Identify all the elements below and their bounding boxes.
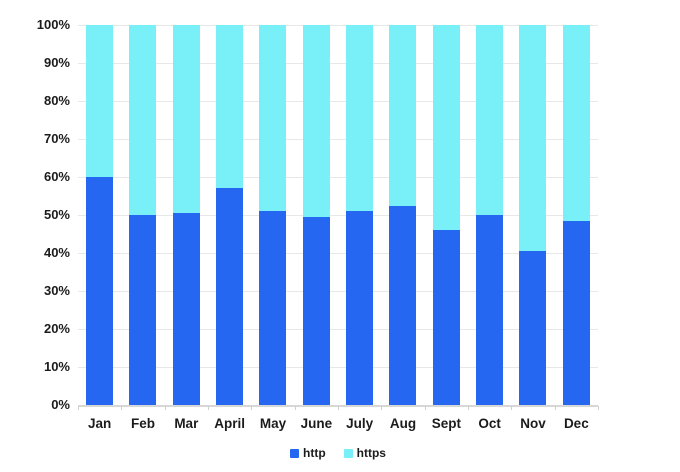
- x-axis-tick: [381, 406, 383, 410]
- x-axis-tick: [121, 406, 123, 410]
- x-axis-tick: [511, 406, 513, 410]
- x-tick-label-oct: Oct: [478, 416, 501, 431]
- gridline-20: [78, 329, 598, 330]
- bar-slot-aug: [381, 25, 424, 405]
- x-tick-label-june: June: [300, 416, 333, 431]
- y-tick-label-30: 30%: [43, 283, 70, 298]
- bar-slot-nov: [511, 25, 554, 405]
- x-tick-label-may: May: [259, 416, 287, 431]
- gridline-70: [78, 139, 598, 140]
- legend-swatch-http: [290, 448, 299, 458]
- bar-slot-june: [295, 25, 338, 405]
- gridline-80: [78, 101, 598, 102]
- bar-https-mar: [172, 25, 200, 405]
- x-tick-label-july: July: [346, 416, 374, 431]
- bar-https-july: [346, 25, 374, 405]
- bar-https-aug: [389, 25, 417, 405]
- bar-https-june: [302, 25, 330, 405]
- x-tick-label-jan: Jan: [88, 416, 112, 431]
- bar-http-sept: [432, 230, 460, 405]
- x-axis-tick: [424, 406, 426, 410]
- bar-slot-jan: [78, 25, 121, 405]
- x-axis-tick: [208, 406, 209, 410]
- bar-http-dec: [562, 220, 590, 405]
- x-axis-tick: [468, 406, 469, 410]
- legend-item-https: https: [343, 446, 386, 460]
- plot-area: [78, 25, 598, 407]
- bar-http-nov: [519, 251, 547, 405]
- bar-https-jan: [86, 25, 114, 405]
- gridline-100: [78, 25, 598, 26]
- bar-https-feb: [129, 25, 157, 405]
- gridline-40: [78, 253, 598, 254]
- bar-slot-sept: [425, 25, 468, 405]
- y-tick-label-60: 60%: [43, 169, 70, 184]
- bar-https-sept: [432, 25, 460, 405]
- bar-slot-mar: [165, 25, 208, 405]
- x-axis-tick: [294, 406, 296, 410]
- gridline-10: [78, 367, 598, 368]
- x-tick-label-april: April: [214, 416, 246, 431]
- y-tick-label-100: 100%: [36, 17, 70, 32]
- gridline-60: [78, 177, 598, 178]
- y-tick-label-40: 40%: [43, 245, 70, 260]
- legend-swatch-https: [343, 448, 353, 458]
- bar-http-may: [259, 211, 287, 405]
- y-tick-label-20: 20%: [43, 321, 70, 336]
- x-tick-label-sept: Sept: [431, 416, 461, 431]
- x-axis-tick: [164, 406, 166, 410]
- y-tick-label-0: 0%: [51, 397, 70, 412]
- bar-https-april: [216, 25, 244, 405]
- y-tick-label-80: 80%: [43, 93, 70, 108]
- bar-http-aug: [389, 205, 417, 405]
- bar-https-may: [259, 25, 287, 405]
- bar-https-nov: [519, 25, 547, 405]
- bar-http-oct: [476, 215, 504, 405]
- x-axis-tick: [338, 406, 339, 410]
- gridline-50: [78, 215, 598, 216]
- y-tick-label-90: 90%: [43, 55, 70, 70]
- bar-https-dec: [562, 25, 590, 405]
- x-tick-label-dec: Dec: [563, 416, 589, 431]
- bar-slot-may: [251, 25, 294, 405]
- y-tick-label-10: 10%: [43, 359, 70, 374]
- bar-http-april: [216, 188, 244, 405]
- bar-slot-feb: [121, 25, 164, 405]
- bar-slot-april: [208, 25, 251, 405]
- bar-https-oct: [476, 25, 504, 405]
- bar-http-feb: [129, 215, 157, 405]
- legend-item-http: http: [290, 446, 326, 460]
- legend-label-http: http: [303, 446, 326, 460]
- x-tick-label-aug: Aug: [389, 416, 417, 431]
- bar-slot-oct: [468, 25, 511, 405]
- y-tick-label-70: 70%: [43, 131, 70, 146]
- x-tick-label-mar: Mar: [174, 416, 199, 431]
- x-axis-tick: [251, 406, 253, 410]
- bar-http-june: [302, 216, 330, 405]
- x-axis-tick: [78, 406, 79, 410]
- bar-http-july: [346, 211, 374, 405]
- bar-slot-dec: [555, 25, 598, 405]
- x-axis-tick: [598, 406, 599, 410]
- legend-label-https: https: [356, 446, 386, 460]
- bar-slot-july: [338, 25, 381, 405]
- gridline-30: [78, 291, 598, 292]
- x-tick-label-nov: Nov: [520, 416, 546, 431]
- y-tick-label-50: 50%: [43, 207, 70, 222]
- bar-http-mar: [172, 213, 200, 405]
- legend: http https: [78, 446, 598, 460]
- gridline-90: [78, 63, 598, 64]
- bar-http-jan: [86, 177, 114, 405]
- x-tick-label-feb: Feb: [130, 416, 155, 431]
- x-axis-tick: [554, 406, 556, 410]
